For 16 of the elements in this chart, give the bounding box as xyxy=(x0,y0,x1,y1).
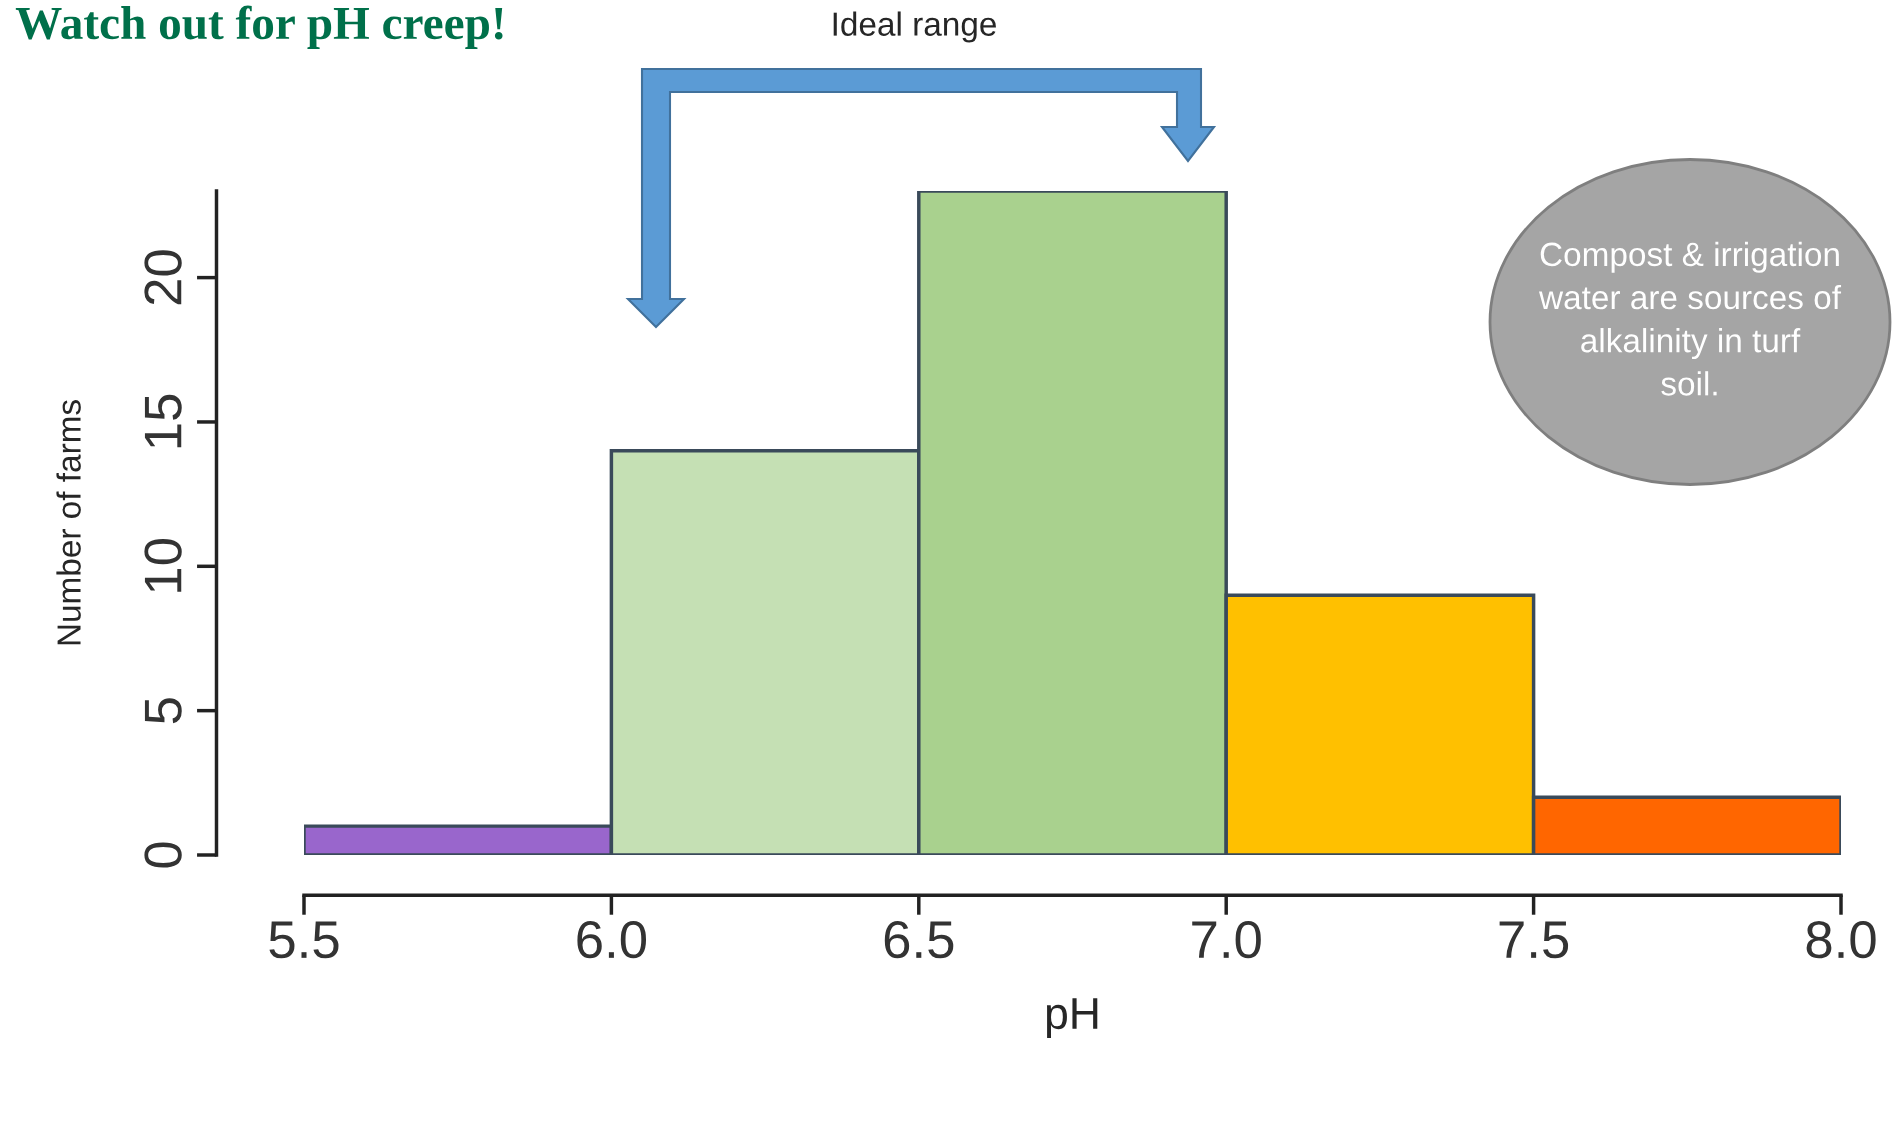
y-tick-label: 20 xyxy=(144,250,182,305)
y-tick-label: 0 xyxy=(144,842,182,868)
chart-title: Watch out for pH creep! xyxy=(15,5,503,49)
y-tick-label: 10 xyxy=(144,539,182,592)
x-tick-label: 7.5 xyxy=(1499,921,1569,959)
y-tick-label: 5 xyxy=(144,698,182,724)
x-tick-label: 6.5 xyxy=(884,920,954,959)
x-tick-label: 8.0 xyxy=(1806,920,1876,959)
y-tick-label: 15 xyxy=(144,394,182,448)
x-tick-label: 7.0 xyxy=(1192,920,1261,959)
annotation: Compost & irrigation water are sources of alkalinity in turf soil. xyxy=(1538,241,1842,396)
x-tick-label: 6.0 xyxy=(577,920,647,959)
x-axis-title: pH xyxy=(1046,998,1098,1038)
x-tick-label: 5.5 xyxy=(269,921,339,959)
y-axis-title: Number of farms xyxy=(56,400,81,645)
text: Ideal range xyxy=(833,11,996,43)
